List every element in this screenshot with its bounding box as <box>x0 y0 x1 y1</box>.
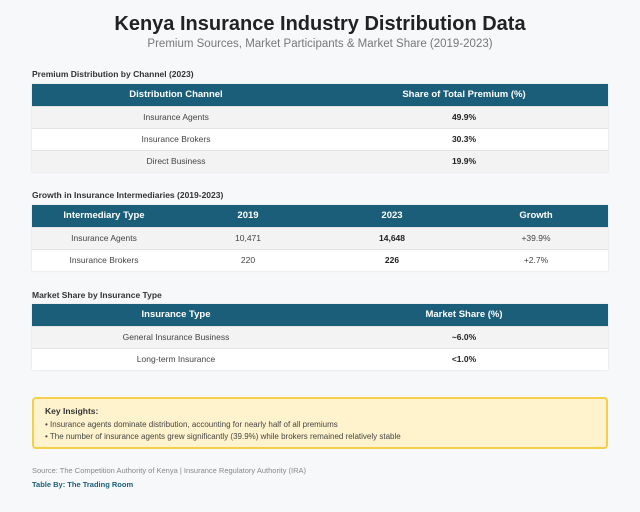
column-header: Growth <box>464 205 608 227</box>
cell: +39.9% <box>464 226 608 249</box>
market-share-table: Insurance Type Market Share (%) General I… <box>32 304 608 370</box>
cell: 30.3% <box>320 127 608 150</box>
table-row: General Insurance Business ~6.0% <box>32 325 608 348</box>
table-row: Insurance Agents 49.9% <box>32 105 608 128</box>
cell: 226 <box>320 248 464 271</box>
cell: General Insurance Business <box>32 325 320 348</box>
premium-distribution-table: Distribution Channel Share of Total Premi… <box>32 84 608 172</box>
intermediaries-table: Intermediary Type 2019 2023 Growth Insuranc… <box>32 205 608 271</box>
cell: Insurance Brokers <box>32 127 320 150</box>
cell: 49.9% <box>320 105 608 128</box>
cell: 19.9% <box>320 149 608 172</box>
table-row: Direct Business 19.9% <box>32 149 608 172</box>
section-label-premium-distribution: Premium Distribution by Channel (2023) <box>32 69 194 79</box>
cell: 14,648 <box>320 226 464 249</box>
page-title: Kenya Insurance Industry Distribution Da… <box>114 13 526 35</box>
cell: Insurance Agents <box>32 226 176 249</box>
column-header: 2019 <box>176 205 320 227</box>
table-row: Insurance Brokers 30.3% <box>32 127 608 150</box>
table-row: Insurance Brokers 220 226 +2.7% <box>32 248 608 271</box>
insight-item: • The number of insurance agents grew si… <box>45 432 401 441</box>
column-header: Distribution Channel <box>32 84 320 106</box>
credit-note: Table By: The Trading Room <box>32 480 134 489</box>
column-header: 2023 <box>320 205 464 227</box>
cell: +2.7% <box>464 248 608 271</box>
table-row: Insurance Agents 10,471 14,648 +39.9% <box>32 226 608 249</box>
insight-item: • Insurance agents dominate distribution… <box>45 420 338 429</box>
table-row: Long-term Insurance <1.0% <box>32 347 608 370</box>
section-label-intermediaries: Growth in Insurance Intermediaries (2019… <box>32 190 224 200</box>
cell: Direct Business <box>32 149 320 172</box>
page-subtitle: Premium Sources, Market Participants & M… <box>147 38 493 50</box>
cell: 220 <box>176 248 320 271</box>
column-header: Insurance Type <box>32 304 320 326</box>
source-note: Source: The Competition Authority of Ken… <box>32 466 307 475</box>
insights-heading: Key Insights: <box>45 406 99 416</box>
key-insights-box: Key Insights: • Insurance agents dominat… <box>32 397 608 449</box>
section-label-market-share: Market Share by Insurance Type <box>32 290 162 300</box>
cell: Insurance Brokers <box>32 248 176 271</box>
cell: ~6.0% <box>320 325 608 348</box>
column-header: Market Share (%) <box>320 304 608 326</box>
cell: 10,471 <box>176 226 320 249</box>
column-header: Share of Total Premium (%) <box>320 84 608 106</box>
column-header: Intermediary Type <box>32 205 176 227</box>
cell: Insurance Agents <box>32 105 320 128</box>
cell: <1.0% <box>320 347 608 370</box>
cell: Long-term Insurance <box>32 347 320 370</box>
